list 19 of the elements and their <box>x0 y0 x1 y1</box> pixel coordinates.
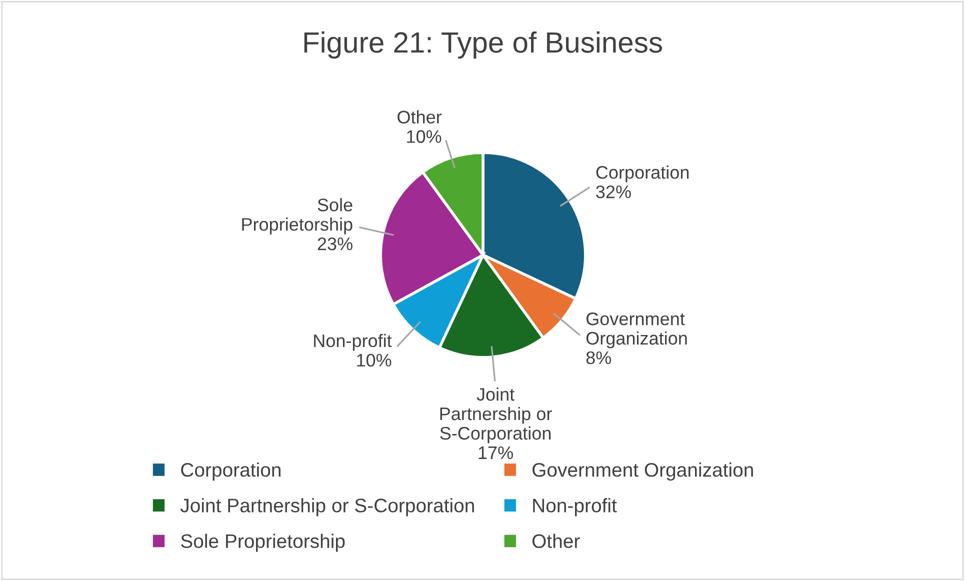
slice-label: Government Organization <box>586 312 687 348</box>
data-label: 8% <box>586 351 612 364</box>
data-label: 23% <box>318 237 352 250</box>
data-label: 17% <box>478 446 513 460</box>
slice-label: Corporation <box>596 166 689 182</box>
slice-label: Sole Proprietorship <box>242 198 352 234</box>
data-label: 10% <box>407 130 442 143</box>
slice-label: Joint Partnership or S-Corporation <box>440 388 552 444</box>
chart-title: Figure 21: Type of Business <box>304 31 662 59</box>
legend-label: Sole Proprietorship <box>181 534 345 552</box>
slice-label: Other <box>398 110 442 124</box>
legend-label: Other <box>532 534 580 548</box>
legend-label: Corporation <box>181 462 280 481</box>
data-label: 10% <box>357 354 392 367</box>
data-label: 32% <box>596 185 631 198</box>
legend-label: Non-profit <box>533 498 617 516</box>
legend-label: Joint Partnership or S-Corporation <box>180 498 474 516</box>
legend-label: Government Organization <box>532 462 753 481</box>
slice-label: Non-profit <box>314 334 392 351</box>
